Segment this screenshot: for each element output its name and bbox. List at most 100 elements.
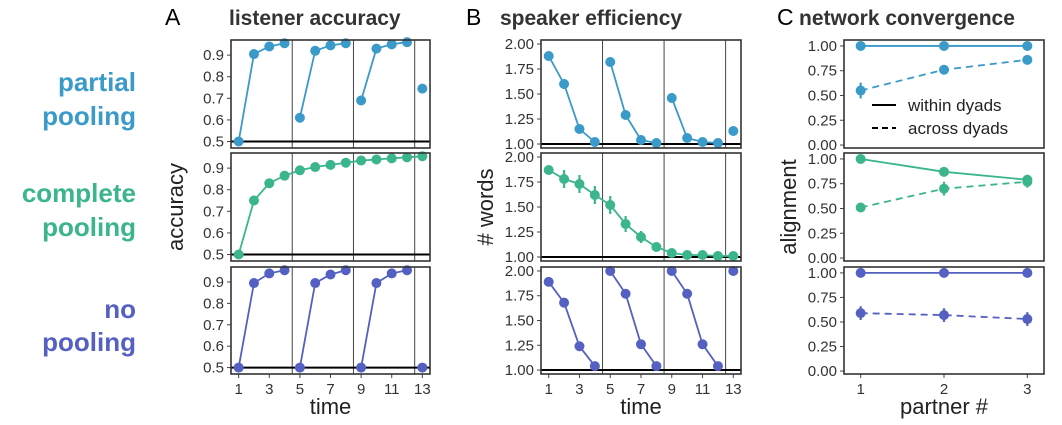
data-point	[559, 297, 570, 308]
x-tick-label: 3	[575, 381, 583, 398]
row-label-complete-1: complete	[22, 178, 136, 208]
data-point	[294, 362, 305, 373]
x-tick-label: 1	[856, 381, 864, 398]
data-point	[371, 43, 382, 54]
data-point	[939, 64, 949, 75]
x-tick-label: 13	[725, 381, 742, 398]
data-point	[574, 341, 585, 352]
data-point	[666, 265, 677, 276]
y-tick-label: 0.8	[203, 182, 224, 199]
y-tick-label: 0.00	[808, 137, 837, 154]
y-tick-label: 1.25	[505, 337, 534, 354]
data-point	[325, 159, 336, 170]
x-tick-label: 7	[637, 381, 645, 398]
row-label-partial-1: partial	[58, 67, 136, 97]
y-tick-label: 0.50	[808, 200, 837, 217]
panel-border	[843, 39, 1045, 149]
x-axis-title: time	[310, 394, 352, 419]
y-axis-title: alignment	[776, 159, 801, 254]
series-line-across	[860, 58, 1028, 92]
y-tick-label: 1.25	[505, 111, 534, 128]
facet-listener-accuracy-complete: 0.5 0.6 0.7 0.8 0.9	[203, 151, 431, 264]
data-point	[417, 83, 428, 94]
x-tick-label: 3	[1023, 381, 1031, 398]
facet-speaker-efficiency-partial: 1.00 1.25 1.50 1.75 2.00	[505, 36, 742, 153]
data-point	[543, 51, 554, 61]
x-tick-label: 5	[606, 381, 614, 398]
x-tick-label: 7	[326, 381, 334, 398]
data-point	[356, 155, 367, 166]
y-tick-label: 0.50	[808, 87, 837, 104]
row-label-none-2: pooling	[42, 327, 136, 357]
series-line	[360, 269, 408, 368]
data-point	[636, 339, 646, 350]
series-line	[237, 155, 423, 255]
panel-border	[843, 152, 1045, 262]
x-tick-label: 3	[265, 381, 273, 398]
y-tick-label: 2.00	[505, 149, 534, 166]
data-point	[386, 153, 397, 164]
x-tick-label: 9	[357, 381, 365, 398]
panel-letter-c: C	[777, 4, 794, 30]
plot-area: 0.50.60.70.80.90.50.60.70.80.90.50.60.70…	[163, 36, 1045, 419]
y-tick-label: 1.00	[808, 38, 837, 55]
x-tick-label: 1	[545, 381, 553, 398]
data-point	[728, 126, 739, 136]
panel-border	[540, 152, 742, 262]
x-tick-label: 11	[384, 381, 400, 398]
series-line	[547, 55, 596, 143]
x-tick-label: 9	[668, 381, 676, 398]
data-point	[620, 288, 631, 299]
data-point	[248, 278, 259, 289]
data-point	[855, 202, 866, 213]
facet-speaker-efficiency-none: 1.001.251.501.752.001 3 5 7 9 11 13	[505, 263, 742, 398]
data-point	[651, 361, 662, 372]
facet-speaker-efficiency-complete: 1.00 1.25 1.50 1.75 2.00	[505, 149, 742, 266]
data-point	[712, 251, 723, 261]
panel-border	[230, 266, 431, 375]
x-axis-title: partner #	[900, 394, 989, 419]
data-point	[1022, 267, 1033, 278]
data-point	[325, 269, 336, 280]
panel-letter-b: B	[466, 4, 481, 30]
data-point	[605, 57, 616, 67]
y-tick-label: 1.75	[505, 174, 534, 191]
y-tick-label: 0.25	[808, 225, 837, 242]
y-tick-label: 2.00	[505, 36, 534, 53]
y-tick-label: 0.7	[203, 317, 224, 334]
data-point	[855, 267, 866, 278]
data-point	[294, 165, 305, 176]
data-point	[939, 40, 949, 51]
data-point	[636, 232, 646, 242]
data-point	[855, 85, 866, 96]
data-point	[855, 153, 866, 164]
data-point	[1022, 314, 1033, 325]
data-point	[728, 265, 739, 276]
series-line	[609, 61, 657, 144]
data-point	[712, 138, 723, 148]
y-tick-label: 0.8	[203, 69, 224, 86]
data-point	[559, 79, 570, 89]
series-line	[671, 270, 719, 367]
data-point	[325, 40, 336, 51]
data-point	[402, 152, 413, 163]
row-label-partial-2: pooling	[42, 101, 136, 131]
data-point	[589, 361, 600, 372]
y-tick-label: 0.00	[808, 363, 837, 380]
series-line	[670, 97, 718, 144]
y-tick-label: 0.5	[203, 247, 224, 264]
data-point	[1022, 40, 1033, 51]
y-tick-label: 0.9	[203, 274, 224, 291]
panel-letter-a: A	[165, 4, 181, 30]
data-point	[666, 93, 677, 103]
series-line	[360, 41, 408, 101]
data-point	[371, 154, 382, 165]
series-line	[609, 270, 658, 367]
panel-border	[540, 266, 742, 375]
data-point	[417, 362, 428, 373]
data-point	[697, 137, 708, 147]
facet-network-convergence-none: 0.00 0.25 0.50 0.75 1.00 1 2 3	[808, 265, 1045, 398]
data-point	[340, 157, 351, 168]
y-tick-label: 1.50	[505, 313, 534, 330]
data-point	[605, 265, 616, 276]
